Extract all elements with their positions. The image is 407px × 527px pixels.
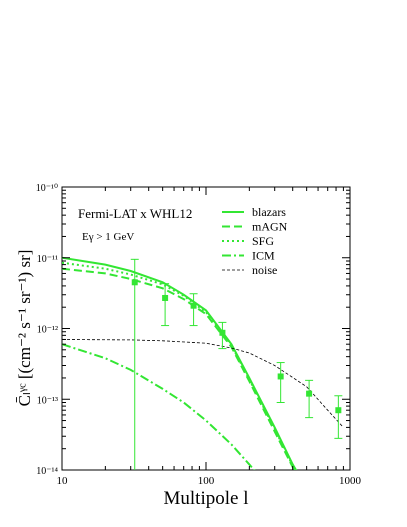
chart-title: Fermi-LAT x WHL12 <box>78 206 192 221</box>
y-axis-label: C̄ₗᵞᶜ [(cm⁻² s⁻¹ sr⁻¹) sr] <box>15 250 34 407</box>
y-tick-label: 10⁻¹¹ <box>37 254 58 265</box>
legend-label: ICM <box>252 249 275 263</box>
data-point <box>131 279 138 286</box>
curves <box>62 256 344 470</box>
series-line <box>62 267 296 470</box>
x-axis-label: Multipole l <box>164 488 249 509</box>
x-tick-label: 1000 <box>339 475 362 487</box>
series-line <box>62 261 297 470</box>
data-point <box>219 329 226 336</box>
annotation: Eγ > 1 GeV <box>82 231 134 243</box>
legend-label: noise <box>252 263 277 277</box>
data-point <box>335 407 342 414</box>
legend-label: mAGN <box>252 220 288 234</box>
series-line <box>62 256 298 470</box>
y-tick-label: 10⁻¹⁴ <box>36 466 58 477</box>
legend-label: SFG <box>252 234 274 248</box>
y-tick-label: 10⁻¹² <box>37 325 58 336</box>
data-point <box>190 302 197 309</box>
y-tick-label: 10⁻¹³ <box>37 395 58 406</box>
plot-frame <box>61 186 351 471</box>
data-point <box>306 390 313 397</box>
series-line <box>62 343 256 470</box>
data-point <box>162 294 169 301</box>
x-tick-label: 10 <box>57 475 69 487</box>
x-tick-label: 100 <box>198 475 215 487</box>
legend-label: blazars <box>252 205 286 219</box>
series-line <box>62 339 344 428</box>
y-tick-label: 10⁻¹⁰ <box>36 183 58 194</box>
data-point <box>277 373 284 380</box>
